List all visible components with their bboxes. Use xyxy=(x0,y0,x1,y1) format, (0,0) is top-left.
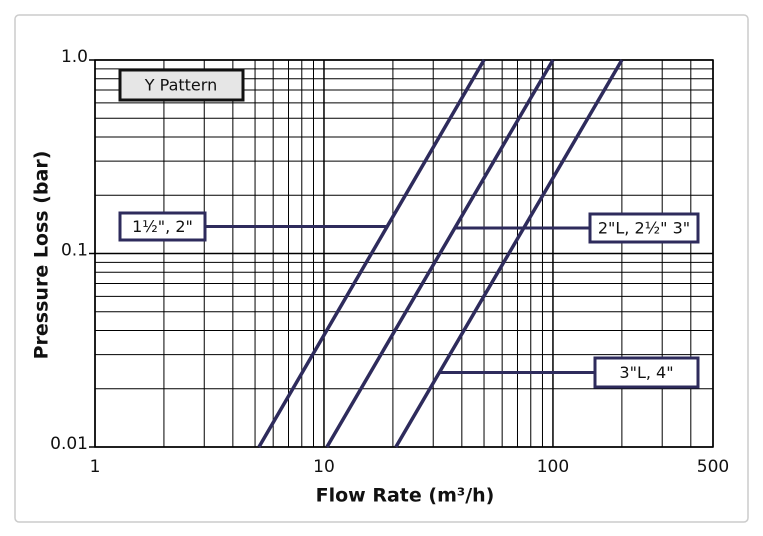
x-tick-label: 100 xyxy=(537,457,569,477)
subtitle-box xyxy=(118,68,245,102)
series-label: 1½", 2" xyxy=(132,217,193,236)
label-box xyxy=(118,211,207,242)
series-label: 3"L, 4" xyxy=(619,363,673,382)
x-tick-label: 500 xyxy=(697,457,729,477)
series-line xyxy=(325,59,555,448)
series-line xyxy=(257,59,486,448)
x-tick-label: 10 xyxy=(313,457,335,477)
y-tick-label: 0.01 xyxy=(50,434,88,454)
subtitle: Y Pattern xyxy=(144,76,217,95)
series-line xyxy=(394,59,624,448)
series-label: 2"L, 2½" 3" xyxy=(598,219,690,238)
y-tick-label: 1.0 xyxy=(61,47,88,67)
x-axis-title: Flow Rate (m³/h) xyxy=(316,485,495,507)
label-box xyxy=(593,356,700,389)
x-tick-label: 1 xyxy=(90,457,101,477)
y-axis-title: Pressure Loss (bar) xyxy=(31,151,53,360)
label-box xyxy=(588,212,700,244)
y-tick-label: 0.1 xyxy=(61,241,88,261)
